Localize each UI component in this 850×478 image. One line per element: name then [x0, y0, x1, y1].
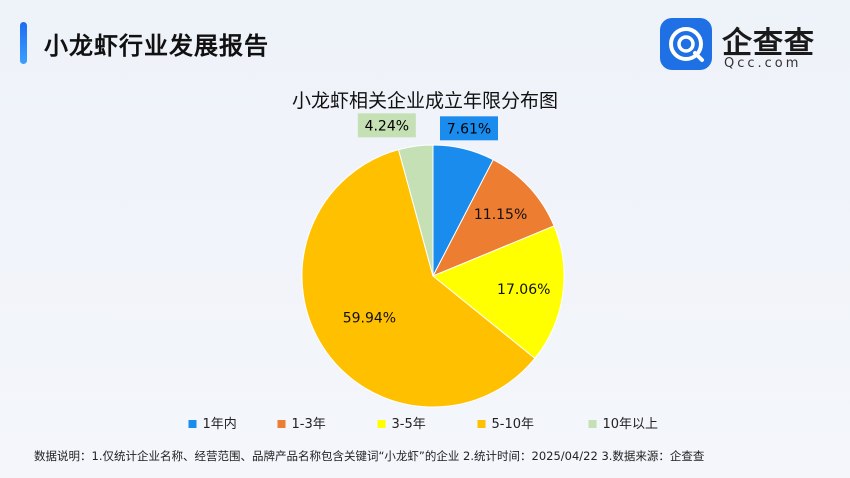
legend-label: 10年以上 [603, 417, 659, 432]
chart-title: 小龙虾相关企业成立年限分布图 [291, 90, 558, 112]
title-accent-bar [20, 22, 27, 64]
pie-slice [397, 144, 434, 277]
legend-label: 1-3年 [292, 417, 326, 432]
pie-labels: 7.61% 11.15% 17.06% 59.94% 4.24% [343, 113, 550, 327]
legend-label: 1年内 [203, 416, 237, 432]
data-label-box [357, 113, 416, 138]
qcc-logo: 企查查 Qcc.com [660, 18, 830, 72]
logo-name: 企查查 [722, 26, 815, 61]
data-label-box [439, 116, 498, 141]
data-label: 11.15% [474, 207, 527, 223]
qcc-logo-icon [660, 18, 712, 70]
chart-legend: 1年内 1-3年 3-5年 5-10年 10年以上 [188, 416, 659, 432]
legend-swatch [188, 420, 197, 428]
pie-slice [431, 159, 555, 277]
legend-swatch [588, 420, 597, 428]
pie-slice [301, 149, 536, 408]
data-label: 7.61% [447, 121, 491, 137]
data-label: 17.06% [497, 282, 550, 298]
legend-swatch [377, 420, 386, 428]
legend-swatch [277, 420, 286, 428]
logo-sub: Qcc.com [724, 56, 802, 71]
data-label: 59.94% [343, 311, 396, 327]
legend-label: 3-5年 [392, 417, 426, 432]
pie-slices [301, 144, 565, 408]
report-title: 小龙虾行业发展报告 [44, 32, 269, 60]
legend-swatch [477, 420, 486, 428]
pie-slice [432, 225, 565, 360]
data-label: 4.24% [365, 118, 409, 134]
legend-label: 5-10年 [492, 417, 535, 432]
footnote: 数据说明：1.仅统计企业名称、经营范围、品牌产品名称包含关键词“小龙虾”的企业 … [34, 449, 705, 463]
